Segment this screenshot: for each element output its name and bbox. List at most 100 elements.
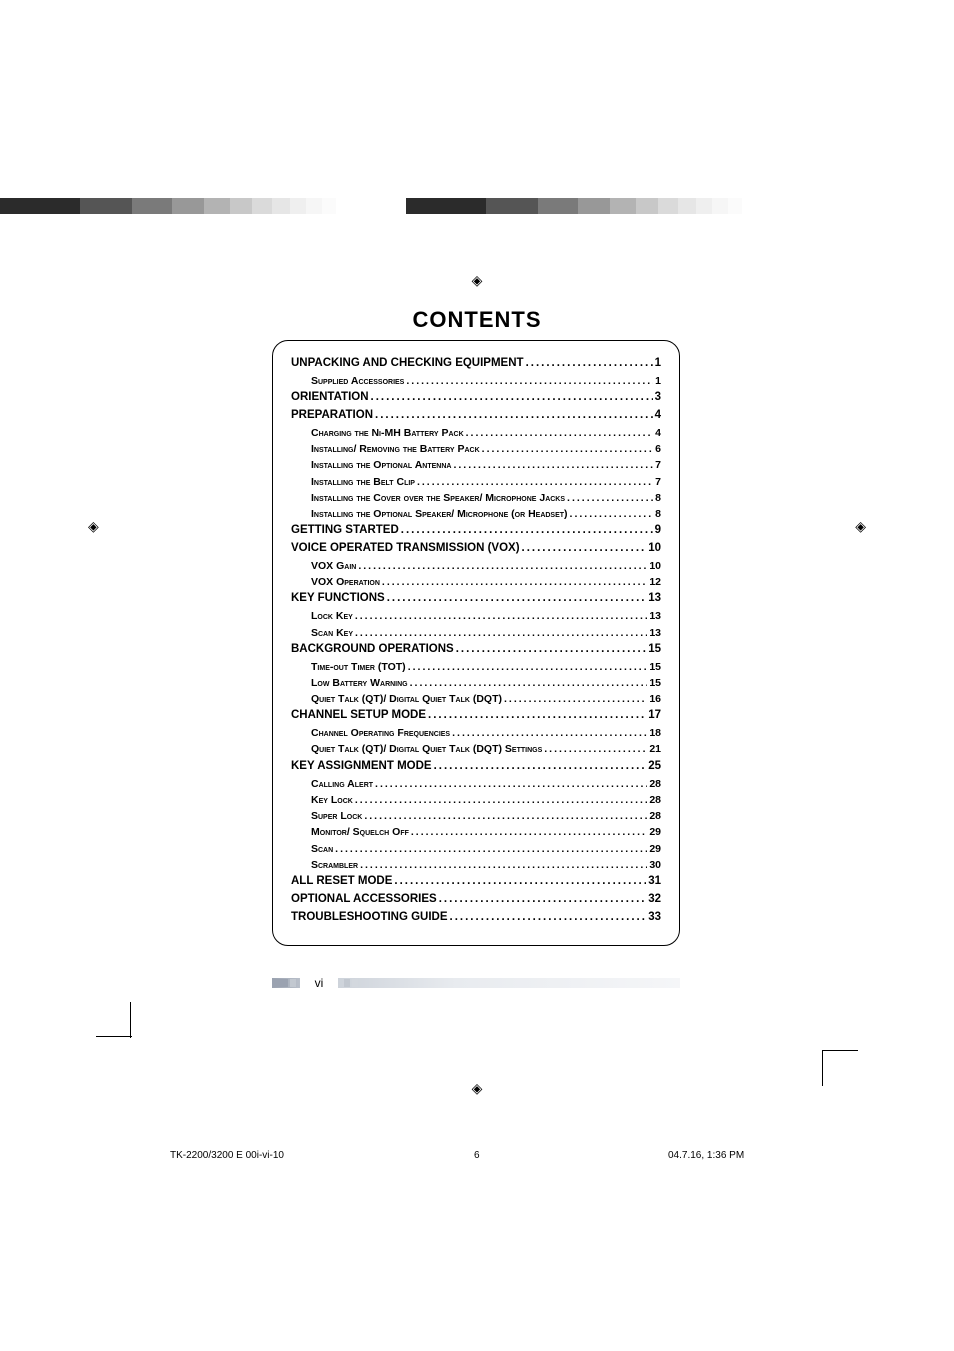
topbar-block [696,198,712,214]
toc-entry-l1: Monitor/ Squelch Off 29 [291,824,661,840]
toc-leader-dots [526,355,653,373]
toc-entry-l1: Calling Alert 28 [291,776,661,792]
toc-label: Scan Key [311,625,353,641]
toc-entry-l1: Quiet Talk (QT)/ Digital Quiet Talk (DQT… [291,691,661,707]
toc-leader-dots [522,540,647,558]
toc-entry-l1: Lock Key 13 [291,608,661,624]
footer-square [352,979,358,987]
toc-leader-dots [567,490,653,506]
topbar-block [272,198,290,214]
toc-entry-l0: PREPARATION 4 [291,407,661,425]
toc-page: 1 [655,373,661,389]
topbar-block [678,198,696,214]
toc-leader-dots [364,808,647,824]
crop-mark [96,1036,132,1037]
toc-entry-l1: Scan Key 13 [291,625,661,641]
toc-container: UNPACKING AND CHECKING EQUIPMENT 1Suppli… [272,340,680,946]
topbar-block [406,198,486,214]
toc-leader-dots [408,659,648,675]
topbar-block [80,198,132,214]
toc-entry-l1: Low Battery Warning 15 [291,675,661,691]
toc-page: 3 [655,389,661,407]
toc-label: Quiet Talk (QT)/ Digital Quiet Talk (DQT… [311,741,542,757]
toc-label: UNPACKING AND CHECKING EQUIPMENT [291,355,524,373]
toc-entry-l1: Scrambler 30 [291,857,661,873]
toc-leader-dots [439,891,647,909]
toc-entry-l1: Super Lock 28 [291,808,661,824]
toc-label: ALL RESET MODE [291,873,392,891]
toc-label: KEY FUNCTIONS [291,590,385,608]
toc-page: 15 [649,659,661,675]
toc-entry-l0: KEY FUNCTIONS 13 [291,590,661,608]
toc-entry-l0: ALL RESET MODE 31 [291,873,661,891]
toc-label: Installing the Optional Antenna [311,457,451,473]
toc-label: GETTING STARTED [291,522,399,540]
toc-label: ORIENTATION [291,389,369,407]
topbar-block [322,198,336,214]
toc-label: Installing the Belt Clip [311,474,415,490]
toc-leader-dots [410,675,648,691]
toc-label: KEY ASSIGNMENT MODE [291,758,432,776]
topbar-block [204,198,230,214]
toc-page: 12 [649,574,661,590]
meta-sheet-number: 6 [474,1150,480,1161]
toc-page: 8 [655,506,661,522]
toc-leader-dots [482,441,654,457]
toc-page: 9 [655,522,661,540]
toc-entry-l1: Scan 29 [291,841,661,857]
toc-label: Scrambler [311,857,358,873]
toc-label: VOX Operation [311,574,380,590]
toc-page: 7 [655,457,661,473]
toc-page: 21 [649,741,661,757]
toc-page: 28 [649,776,661,792]
toc-entry-l1: Charging the Ni-MH Battery Pack 4 [291,425,661,441]
toc-label: Key Lock [311,792,353,808]
toc-label: CHANNEL SETUP MODE [291,707,426,725]
toc-leader-dots [456,641,646,659]
toc-entry-l0: TROUBLESHOOTING GUIDE 33 [291,909,661,927]
toc-page: 4 [655,407,661,425]
toc-label: VOX Gain [311,558,356,574]
toc-page: 28 [649,808,661,824]
reg-mark-center-top-icon: ◈ [472,272,483,289]
toc-leader-dots [375,776,647,792]
toc-leader-dots [371,389,653,407]
toc-page: 18 [649,725,661,741]
toc-page: 29 [649,824,661,840]
footer-square [290,979,296,987]
toc-entry-l1: Time-out Timer (TOT) 15 [291,659,661,675]
toc-label: Installing the Optional Speaker/ Microph… [311,506,568,522]
toc-entry-l0: OPTIONAL ACCESSORIES 32 [291,891,661,909]
crop-mark [822,1050,823,1086]
toc-page: 15 [648,641,661,659]
toc-label: Time-out Timer (TOT) [311,659,406,675]
toc-leader-dots [466,425,654,441]
toc-page: 10 [649,558,661,574]
toc-label: Installing the Cover over the Speaker/ M… [311,490,565,506]
toc-leader-dots [406,373,653,389]
toc-entry-l0: ORIENTATION 3 [291,389,661,407]
toc-page: 4 [655,425,661,441]
toc-leader-dots [452,725,647,741]
toc-entry-l1: Supplied Accessories 1 [291,373,661,389]
topbar-left [0,198,336,214]
toc-label: Scan [311,841,333,857]
toc-leader-dots [382,574,647,590]
toc-entry-l1: VOX Operation 12 [291,574,661,590]
toc-page: 15 [649,675,661,691]
toc-page: 33 [648,909,661,927]
toc-entry-l1: Key Lock 28 [291,792,661,808]
toc-leader-dots [434,758,647,776]
toc-label: PREPARATION [291,407,373,425]
toc-page: 13 [648,590,661,608]
toc-leader-dots [401,522,653,540]
topbar-block [578,198,610,214]
toc-label: OPTIONAL ACCESSORIES [291,891,437,909]
meta-filename: TK-2200/3200 E 00i-vi-10 [170,1150,284,1161]
toc-label: Super Lock [311,808,362,824]
toc-page: 10 [648,540,661,558]
toc-entry-l0: GETTING STARTED 9 [291,522,661,540]
toc-leader-dots [355,608,648,624]
toc-leader-dots [335,841,647,857]
toc-leader-dots [411,824,647,840]
